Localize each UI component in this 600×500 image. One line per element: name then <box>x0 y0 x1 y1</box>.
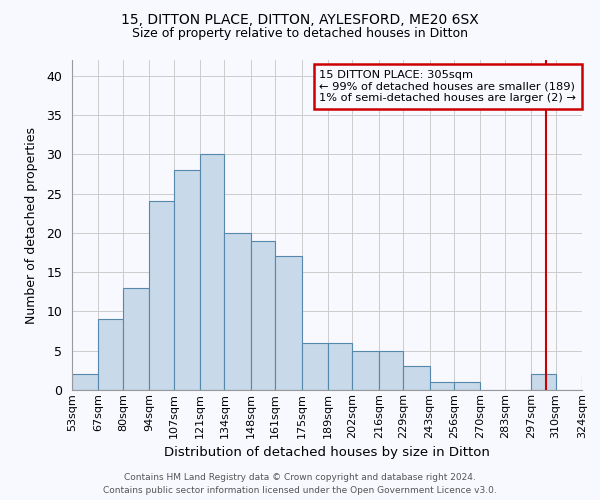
Bar <box>430 382 454 390</box>
Text: Size of property relative to detached houses in Ditton: Size of property relative to detached ho… <box>132 28 468 40</box>
Y-axis label: Number of detached properties: Number of detached properties <box>25 126 38 324</box>
Bar <box>403 366 430 390</box>
X-axis label: Distribution of detached houses by size in Ditton: Distribution of detached houses by size … <box>164 446 490 459</box>
Bar <box>149 202 173 390</box>
Bar <box>72 374 98 390</box>
Bar <box>224 233 251 390</box>
Bar <box>173 170 200 390</box>
Bar <box>454 382 481 390</box>
Bar <box>582 374 600 390</box>
Text: 15 DITTON PLACE: 305sqm
← 99% of detached houses are smaller (189)
1% of semi-de: 15 DITTON PLACE: 305sqm ← 99% of detache… <box>319 70 576 103</box>
Bar <box>302 343 328 390</box>
Bar <box>352 350 379 390</box>
Bar <box>531 374 556 390</box>
Bar <box>123 288 149 390</box>
Text: Contains HM Land Registry data © Crown copyright and database right 2024.
Contai: Contains HM Land Registry data © Crown c… <box>103 474 497 495</box>
Bar <box>328 343 352 390</box>
Bar <box>275 256 302 390</box>
Bar <box>98 320 123 390</box>
Bar <box>251 240 275 390</box>
Bar <box>200 154 224 390</box>
Bar <box>379 350 403 390</box>
Text: 15, DITTON PLACE, DITTON, AYLESFORD, ME20 6SX: 15, DITTON PLACE, DITTON, AYLESFORD, ME2… <box>121 12 479 26</box>
